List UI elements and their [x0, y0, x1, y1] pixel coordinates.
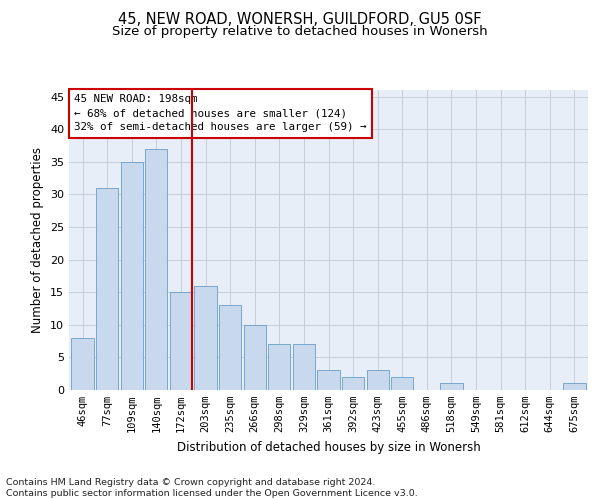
Bar	[440, 384, 463, 390]
Y-axis label: Number of detached properties: Number of detached properties	[31, 147, 44, 333]
Bar	[367, 370, 389, 390]
Bar	[194, 286, 217, 390]
Bar	[293, 344, 315, 390]
X-axis label: Distribution of detached houses by size in Wonersh: Distribution of detached houses by size …	[176, 440, 481, 454]
Bar	[170, 292, 192, 390]
Bar	[121, 162, 143, 390]
Bar	[268, 344, 290, 390]
Bar	[391, 377, 413, 390]
Bar	[96, 188, 118, 390]
Bar	[317, 370, 340, 390]
Bar	[219, 305, 241, 390]
Text: Size of property relative to detached houses in Wonersh: Size of property relative to detached ho…	[112, 25, 488, 38]
Text: 45 NEW ROAD: 198sqm
← 68% of detached houses are smaller (124)
32% of semi-detac: 45 NEW ROAD: 198sqm ← 68% of detached ho…	[74, 94, 367, 132]
Bar	[342, 377, 364, 390]
Bar	[563, 384, 586, 390]
Bar	[145, 148, 167, 390]
Text: 45, NEW ROAD, WONERSH, GUILDFORD, GU5 0SF: 45, NEW ROAD, WONERSH, GUILDFORD, GU5 0S…	[118, 12, 482, 28]
Bar	[244, 325, 266, 390]
Text: Contains HM Land Registry data © Crown copyright and database right 2024.
Contai: Contains HM Land Registry data © Crown c…	[6, 478, 418, 498]
Bar	[71, 338, 94, 390]
